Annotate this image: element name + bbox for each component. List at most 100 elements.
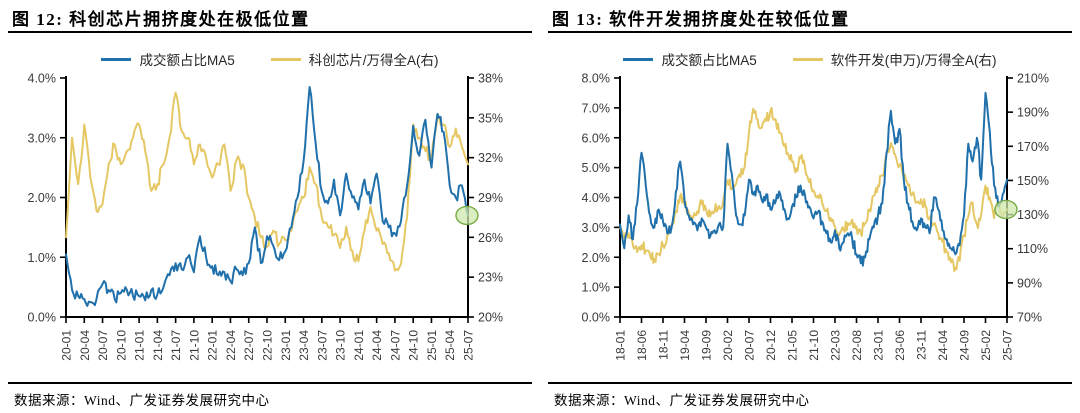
legend-swatch-blue-line <box>101 57 132 61</box>
left-axis-tick-label: 2.0% <box>28 191 57 205</box>
title-divider <box>548 31 1072 33</box>
legend-label: 科创芯片/万得全A(右) <box>308 53 439 68</box>
x-axis-tick-label: 25-02 <box>979 330 993 361</box>
left-axis-tick-label: 3.0% <box>582 221 611 235</box>
x-axis-tick-label: 22-01 <box>206 330 220 361</box>
right-axis-tick-label: 90% <box>1017 276 1042 290</box>
x-axis-tick-label: 24-10 <box>407 330 421 361</box>
x-axis-tick-label: 20-02 <box>721 330 735 361</box>
left-axis-tick-label: 3.0% <box>28 131 57 145</box>
right-axis-tick-label: 190% <box>1017 106 1049 120</box>
figure-13-legend: 成交额占比MA5 软件开发(申万)/万得全A(右) <box>540 50 1080 68</box>
left-axis-tick-label: 0.0% <box>28 311 57 325</box>
x-axis-tick-label: 23-01 <box>279 330 293 361</box>
x-axis-tick-label: 21-04 <box>151 330 165 361</box>
series-line-turnover-ma5 <box>619 91 1008 267</box>
x-axis-tick-label: 24-09 <box>958 330 972 361</box>
x-axis-tick-label: 25-01 <box>425 330 439 361</box>
current-position-highlight-marker <box>455 205 479 226</box>
data-source-note: 数据来源：Wind、广发证券发展研究中心 <box>554 393 810 408</box>
data-source-note: 数据来源：Wind、广发证券发展研究中心 <box>14 393 270 408</box>
legend-item-ratio: 科创芯片/万得全A(右) <box>270 49 439 69</box>
x-axis-tick-label: 23-06 <box>893 330 907 361</box>
left-axis-tick-label: 7.0% <box>582 101 611 115</box>
legend-swatch-yellow-line <box>792 57 823 61</box>
x-axis-tick-label: 21-07 <box>169 330 183 361</box>
x-axis-tick-label: 20-01 <box>60 330 74 361</box>
left-axis-tick-label: 6.0% <box>582 131 611 145</box>
right-axis-tick-label: 130% <box>1017 208 1049 222</box>
current-position-highlight-marker <box>994 199 1018 220</box>
x-axis-tick-label: 23-01 <box>872 330 886 361</box>
x-axis-tick-label: 24-07 <box>388 330 402 361</box>
figure-13-title: 图 13: 软件开发拥挤度处在较低位置 <box>552 10 850 29</box>
title-divider <box>8 31 532 33</box>
left-axis-tick-label: 4.0% <box>582 191 611 205</box>
right-axis-tick-label: 170% <box>1017 140 1049 154</box>
x-axis-tick-label: 18-06 <box>635 330 649 361</box>
left-axis-tick-label: 1.0% <box>582 281 611 295</box>
left-axis-tick-label: 4.0% <box>28 72 57 86</box>
x-axis-tick-label: 21-01 <box>133 330 147 361</box>
left-axis-tick-label: 8.0% <box>582 72 611 86</box>
right-axis-tick-label: 210% <box>1017 72 1049 86</box>
series-line-index-ratio <box>65 91 469 272</box>
right-axis-tick-label: 35% <box>478 111 503 125</box>
x-axis-tick-label: 22-10 <box>261 330 275 361</box>
x-axis-tick-label: 24-01 <box>352 330 366 361</box>
footer-divider <box>8 382 532 384</box>
figure-12-chart-canvas: 4.0% 3.0% 2.0% 1.0% 0.0% 38% 35% 32% 29% 26% 23% 20… <box>28 72 504 361</box>
x-axis-tick-label: 24-04 <box>370 330 384 361</box>
legend-item-ratio: 软件开发(申万)/万得全A(右) <box>792 49 997 69</box>
left-axis-tick-label: 2.0% <box>582 251 611 265</box>
x-axis-tick-label: 23-07 <box>315 330 329 361</box>
right-axis-tick-label: 38% <box>478 72 503 86</box>
legend-label: 成交额占比MA5 <box>661 53 757 68</box>
x-axis-tick-label: 25-07 <box>1001 330 1015 361</box>
x-axis-tick-label: 21-10 <box>187 330 201 361</box>
footer-divider <box>548 382 1072 384</box>
x-axis-tick-label: 25-04 <box>443 330 457 361</box>
x-axis-tick-label: 19-04 <box>678 330 692 361</box>
right-axis-tick-label: 150% <box>1017 174 1049 188</box>
figure-12-title: 图 12: 科创芯片拥挤度处在极低位置 <box>12 10 310 29</box>
legend-item-turnover-ma5: 成交额占比MA5 <box>101 49 235 69</box>
x-axis-tick-label: 20-10 <box>114 330 128 361</box>
figure-13-panel: 图 13: 软件开发拥挤度处在较低位置 成交额占比MA5 软件开发(申万)/万得… <box>540 0 1080 413</box>
x-axis-tick-label: 22-04 <box>224 330 238 361</box>
x-axis-tick-label: 20-07 <box>96 330 110 361</box>
legend-label: 成交额占比MA5 <box>139 53 235 68</box>
x-axis-tick-label: 22-03 <box>829 330 843 361</box>
legend-swatch-blue-line <box>623 57 654 61</box>
x-axis-tick-label: 22-08 <box>850 330 864 361</box>
right-axis-tick-label: 26% <box>478 231 503 245</box>
left-axis-tick-label: 0.0% <box>582 311 611 325</box>
figure-12-panel: 图 12: 科创芯片拥挤度处在极低位置 成交额占比MA5 科创芯片/万得全A(右… <box>0 10 540 408</box>
x-axis-tick-label: 18-01 <box>614 330 628 361</box>
x-axis-tick-label: 20-04 <box>78 330 92 361</box>
x-axis-tick-label: 23-04 <box>297 330 311 361</box>
x-axis-tick-label: 23-11 <box>915 330 929 360</box>
x-axis-tick-label: 25-07 <box>462 330 476 361</box>
x-axis-tick-label: 19-09 <box>700 330 714 361</box>
left-axis-tick-label: 1.0% <box>28 251 57 265</box>
x-axis-tick-label: 24-04 <box>936 330 950 361</box>
x-axis-tick-label: 23-10 <box>334 330 348 361</box>
x-axis-tick-label: 21-10 <box>807 330 821 361</box>
right-axis-tick-label: 23% <box>478 271 503 285</box>
figure-13-chart-canvas: 8.0% 7.0% 6.0% 5.0% 4.0% 3.0% 2.0% 1.0% 0.0% 210%… <box>582 72 1049 361</box>
x-axis-tick-label: 18-11 <box>657 330 671 360</box>
figure-12-legend: 成交额占比MA5 科创芯片/万得全A(右) <box>0 50 540 68</box>
right-axis-tick-label: 32% <box>478 151 503 165</box>
legend-swatch-yellow-line <box>270 57 301 61</box>
right-axis-tick-label: 70% <box>1017 311 1042 325</box>
right-axis-tick-label: 110% <box>1017 242 1048 256</box>
legend-label: 软件开发(申万)/万得全A(右) <box>830 53 997 68</box>
x-axis-tick-label: 21-05 <box>786 330 800 361</box>
left-axis-tick-label: 5.0% <box>582 161 611 175</box>
series-line-turnover-ma5 <box>65 86 469 307</box>
x-axis-tick-label: 20-07 <box>743 330 757 361</box>
legend-item-turnover-ma5: 成交额占比MA5 <box>623 49 757 69</box>
x-axis-tick-label: 22-07 <box>242 330 256 361</box>
